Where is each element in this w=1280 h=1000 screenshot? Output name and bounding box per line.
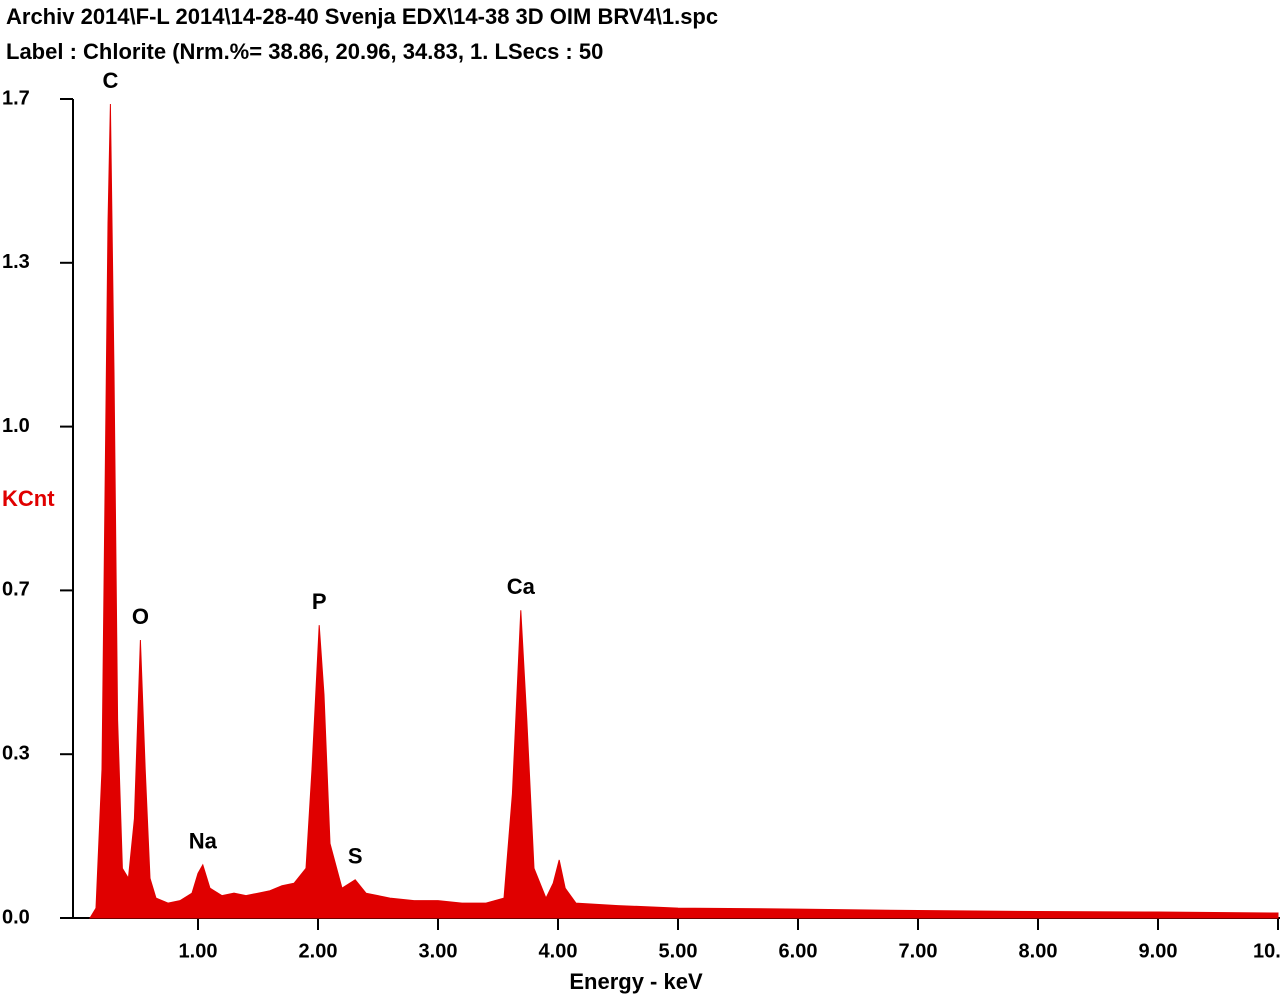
y-tick-label: 1.3 bbox=[2, 251, 30, 273]
x-tick-label: 5.00 bbox=[659, 940, 698, 962]
peak-label: Na bbox=[189, 829, 218, 854]
x-tick-label: 10.00 bbox=[1253, 940, 1280, 962]
x-tick-label: 4.00 bbox=[539, 940, 578, 962]
chart-title: Archiv 2014\F-L 2014\14-28-40 Svenja EDX… bbox=[6, 4, 718, 29]
y-axis-label: KCnt bbox=[2, 486, 55, 511]
x-tick-label: 8.00 bbox=[1019, 940, 1058, 962]
y-tick-label: 1.0 bbox=[2, 415, 30, 437]
peak-label: C bbox=[102, 68, 118, 93]
spectrum bbox=[89, 103, 1279, 919]
x-tick-label: 6.00 bbox=[779, 940, 818, 962]
peak-label: Ca bbox=[507, 574, 536, 599]
chart-subtitle: Label : Chlorite (Nrm.%= 38.86, 20.96, 3… bbox=[6, 39, 603, 64]
peak-label: P bbox=[312, 589, 327, 614]
x-axis-label: Energy - keV bbox=[569, 969, 703, 994]
y-tick-label: 0.0 bbox=[2, 906, 30, 928]
peak-label: O bbox=[132, 604, 149, 629]
x-tick-label: 3.00 bbox=[419, 940, 458, 962]
y-tick-label: 1.7 bbox=[2, 87, 30, 109]
x-tick-label: 2.00 bbox=[299, 940, 338, 962]
peak-label: S bbox=[348, 844, 363, 869]
x-tick-label: 9.00 bbox=[1139, 940, 1178, 962]
y-tick-label: 0.7 bbox=[2, 579, 30, 601]
y-tick-label: 0.3 bbox=[2, 742, 30, 764]
x-tick-label: 1.00 bbox=[179, 940, 218, 962]
x-tick-label: 7.00 bbox=[899, 940, 938, 962]
